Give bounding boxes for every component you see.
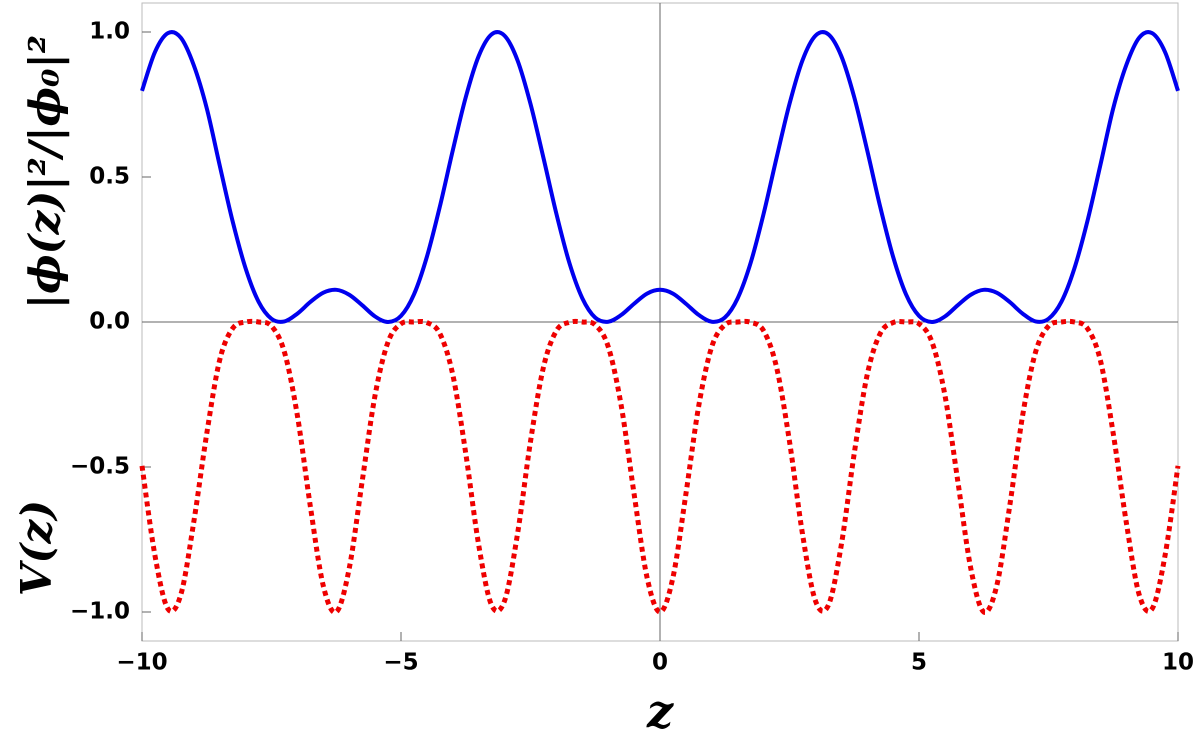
x-axis-label: z — [646, 684, 674, 738]
x-tick-label: −10 — [116, 650, 167, 676]
y-tick-label: 0.0 — [89, 309, 130, 335]
x-tick-label: 5 — [911, 650, 927, 676]
y-tick-label: −0.5 — [70, 454, 130, 480]
y-tick-label: 1.0 — [89, 19, 130, 45]
y-axis-label: V(z) — [12, 500, 61, 596]
x-tick-label: 10 — [1162, 650, 1194, 676]
x-tick-label: −5 — [383, 650, 418, 676]
y-tick-label: −1.0 — [70, 599, 130, 625]
x-tick-label: 0 — [652, 650, 668, 676]
series-line — [140, 30, 1180, 324]
series-line — [139, 318, 1181, 615]
y-tick-label: 0.5 — [89, 164, 130, 190]
y-axis-label: |ϕ(z)|²/|ϕ₀|² — [20, 35, 69, 309]
